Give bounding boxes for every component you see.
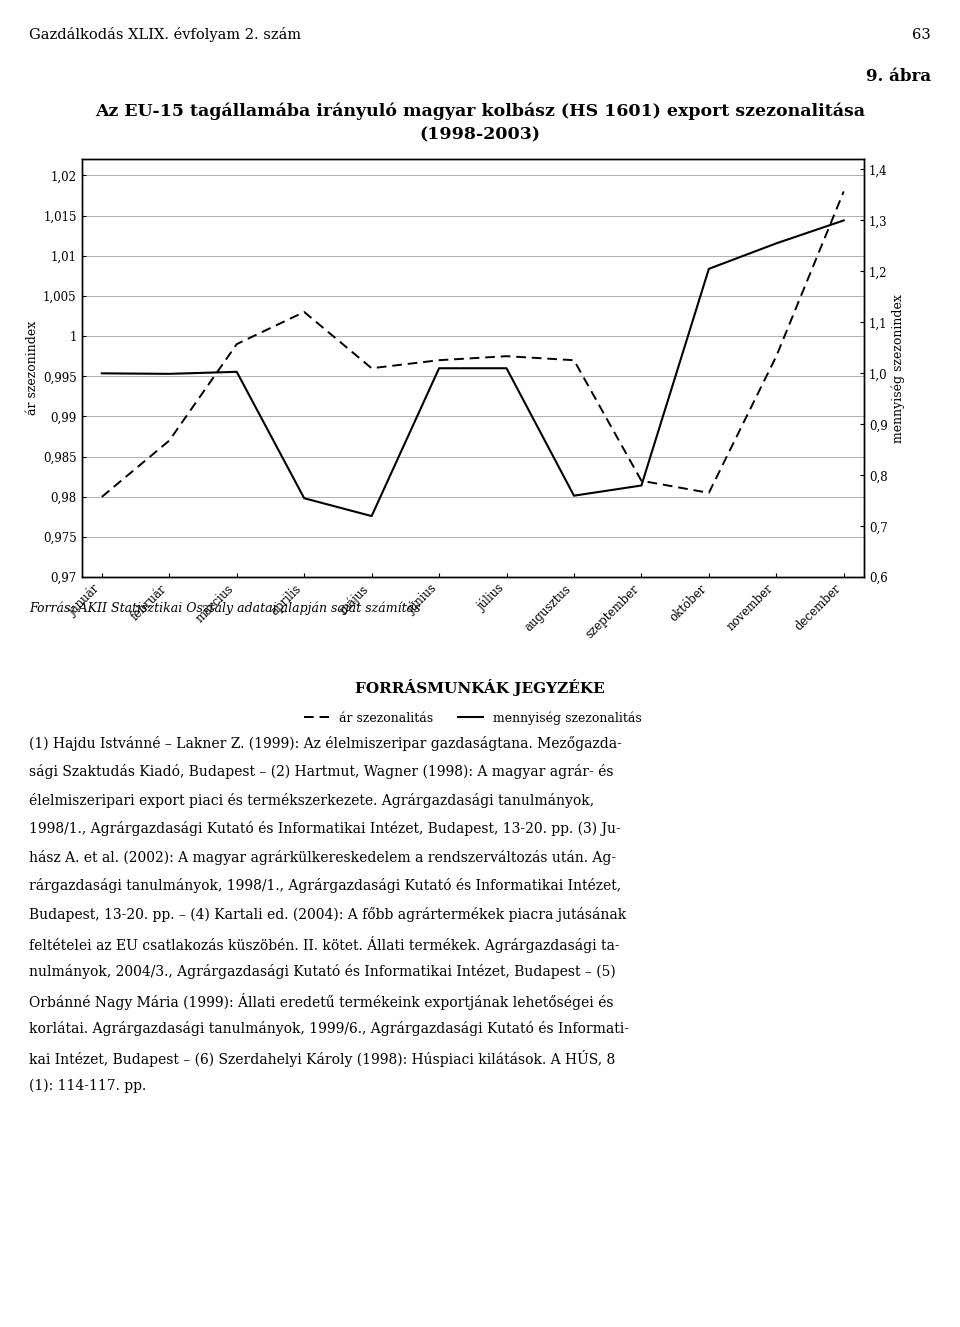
Text: Budapest, 13-20. pp. – (4) Kartali ed. (2004): A főbb agrártermékek piacra jutás: Budapest, 13-20. pp. – (4) Kartali ed. (…: [29, 908, 626, 922]
Text: 1998/1., Agrárgazdasági Kutató és Informatikai Intézet, Budapest, 13-20. pp. (3): 1998/1., Agrárgazdasági Kutató és Inform…: [29, 821, 620, 836]
Legend: ár szezonalitás, mennyiség szezonalitás: ár szezonalitás, mennyiség szezonalitás: [299, 706, 647, 730]
Text: Az EU-15 tagállamába irányuló magyar kolbász (HS 1601) export szezonalitása: Az EU-15 tagállamába irányuló magyar kol…: [95, 102, 865, 121]
Text: sági Szaktudás Kiadó, Budapest – (2) Hartmut, Wagner (1998): A magyar agrár- és: sági Szaktudás Kiadó, Budapest – (2) Har…: [29, 764, 613, 779]
Text: FORRÁSMUNKÁK JEGYZÉKE: FORRÁSMUNKÁK JEGYZÉKE: [355, 678, 605, 695]
Text: feltételei az EU csatlakozás küszöbén. II. kötet. Állati termékek. Agrárgazdaság: feltételei az EU csatlakozás küszöbén. I…: [29, 936, 619, 953]
Text: Gazdálkodás XLIX. évfolyam 2. szám: Gazdálkodás XLIX. évfolyam 2. szám: [29, 27, 300, 42]
Text: rárgazdasági tanulmányok, 1998/1., Agrárgazdasági Kutató és Informatikai Intézet: rárgazdasági tanulmányok, 1998/1., Agrár…: [29, 878, 621, 893]
Text: (1) Hajdu Istvánné – Lakner Z. (1999): Az élelmiszeripar gazdaságtana. Mezőgazda: (1) Hajdu Istvánné – Lakner Z. (1999): A…: [29, 735, 622, 751]
Text: kai Intézet, Budapest – (6) Szerdahelyi Károly (1998): Húspiaci kilátások. A HÚS: kai Intézet, Budapest – (6) Szerdahelyi …: [29, 1050, 615, 1067]
Text: nulmányok, 2004/3., Agrárgazdasági Kutató és Informatikai Intézet, Budapest – (5: nulmányok, 2004/3., Agrárgazdasági Kutat…: [29, 963, 615, 979]
Y-axis label: mennyiség szezonindex: mennyiség szezonindex: [892, 293, 905, 443]
Text: (1998-2003): (1998-2003): [420, 127, 540, 143]
Text: Forrás: AKII Statisztikai Osztály adatai alapján saját számítás: Forrás: AKII Statisztikai Osztály adatai…: [29, 601, 420, 614]
Text: hász A. et al. (2002): A magyar agrárkülkereskedelem a rendszerváltozás után. Ag: hász A. et al. (2002): A magyar agrárkül…: [29, 849, 616, 865]
Text: élelmiszeripari export piaci és termékszerkezete. Agrárgazdasági tanulmányok,: élelmiszeripari export piaci és terméksz…: [29, 792, 594, 808]
Text: 63: 63: [912, 28, 931, 41]
Text: korlátai. Agrárgazdasági tanulmányok, 1999/6., Agrárgazdasági Kutató és Informat: korlátai. Agrárgazdasági tanulmányok, 19…: [29, 1022, 629, 1036]
Text: 9. ábra: 9. ábra: [866, 69, 931, 85]
Y-axis label: ár szezonindex: ár szezonindex: [26, 321, 38, 415]
Text: Orbánné Nagy Mária (1999): Állati eredetű termékeink exportjának lehetőségei és: Orbánné Nagy Mária (1999): Állati eredet…: [29, 993, 613, 1010]
Text: (1): 114-117. pp.: (1): 114-117. pp.: [29, 1078, 146, 1092]
